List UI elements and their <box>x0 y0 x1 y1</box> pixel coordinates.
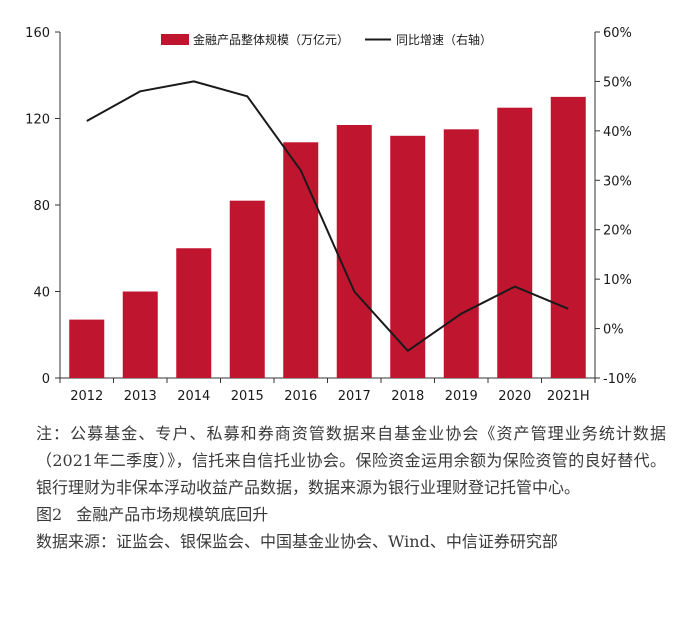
left-tick-label: 160 <box>25 26 50 41</box>
right-tick-label: -10% <box>603 372 637 387</box>
note-text: 注：公募基金、专户、私募和券商资管数据来自基金业协会《资产管理业务统计数据（20… <box>36 424 666 497</box>
chart-legend: 金融产品整体规模（万亿元） 同比增速（右轴） <box>161 32 492 47</box>
x-tick-label: 2016 <box>284 389 317 404</box>
combo-chart: 0 40 80 120 160 -10% 0% 10% 20% 30% 40% 50% 60% 2012 2… <box>25 26 636 404</box>
legend-label-bar: 金融产品整体规模（万亿元） <box>193 32 349 47</box>
bar <box>122 291 158 378</box>
x-tick-label: 2017 <box>338 389 371 404</box>
bar <box>497 107 533 378</box>
x-tick-label: 2020 <box>498 389 531 404</box>
growth-line <box>86 80 569 352</box>
right-tick-label: 10% <box>603 273 632 288</box>
figure-title: 金融产品市场规模筑底回升 <box>76 505 269 524</box>
bar-series <box>69 96 586 378</box>
x-tick-label: 2019 <box>445 389 478 404</box>
x-tick-label: 2014 <box>177 389 210 404</box>
bar <box>283 142 319 378</box>
left-tick-label: 120 <box>25 113 50 128</box>
source-line: 数据来源：证监会、银保监会、中国基金业协会、Wind、中信证券研究部 <box>36 532 558 551</box>
right-tick-label: 40% <box>603 125 632 140</box>
figure-number: 图2 <box>36 505 63 524</box>
tick-labels: 0 40 80 120 160 -10% 0% 10% 20% 30% 40% 50% 60% 2012 2… <box>25 26 636 404</box>
bar <box>443 129 479 378</box>
bar <box>176 248 212 378</box>
right-tick-label: 0% <box>603 323 624 338</box>
x-tick-label: 2012 <box>70 389 103 404</box>
right-tick-label: 30% <box>603 174 632 189</box>
figure-caption: 图2 金融产品市场规模筑底回升 <box>36 501 666 528</box>
x-tick-label: 2021H <box>547 389 590 404</box>
bar <box>69 319 105 378</box>
bar <box>550 96 586 378</box>
left-tick-label: 40 <box>33 286 50 301</box>
bar <box>229 200 265 378</box>
right-tick-label: 50% <box>603 75 632 90</box>
right-tick-label: 60% <box>603 26 632 41</box>
right-tick-label: 20% <box>603 224 632 239</box>
bar <box>336 124 372 378</box>
left-tick-label: 80 <box>33 199 50 214</box>
legend-swatch-bar <box>161 34 189 45</box>
left-tick-label: 0 <box>42 372 50 387</box>
legend-label-line: 同比增速（右轴） <box>396 32 492 47</box>
line-series <box>86 80 569 352</box>
x-tick-label: 2013 <box>124 389 157 404</box>
x-tick-label: 2018 <box>391 389 424 404</box>
chart-area: 0 40 80 120 160 -10% 0% 10% 20% 30% 40% 50% 60% 2012 2… <box>25 26 636 404</box>
figure-notes: 注：公募基金、专户、私募和券商资管数据来自基金业协会《资产管理业务统计数据（20… <box>36 420 666 555</box>
x-tick-label: 2015 <box>231 389 264 404</box>
